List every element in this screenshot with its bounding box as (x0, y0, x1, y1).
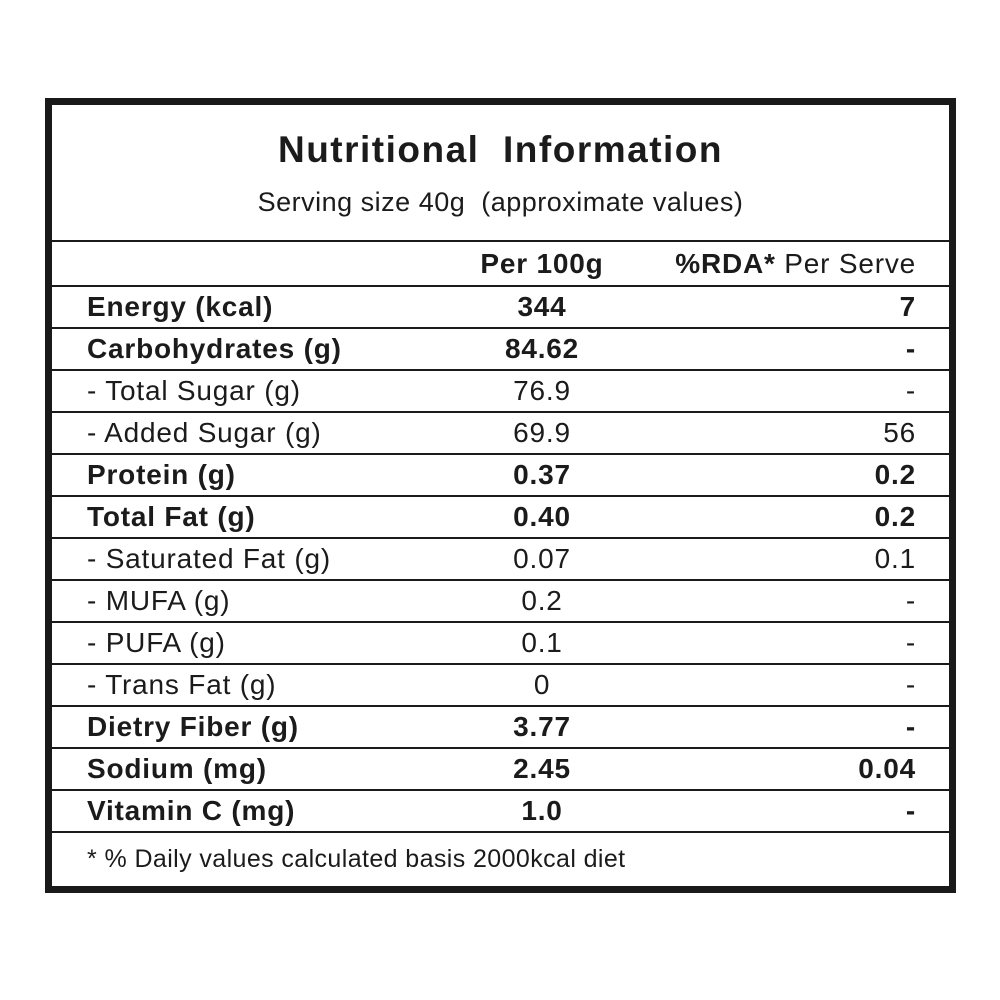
per-serve-value: - (905, 795, 916, 826)
table-row-sodium: Sodium (mg) 2.45 0.04 (52, 747, 949, 789)
per-100g-value: 3.77 (513, 711, 571, 742)
nutrient-label: Total Fat (g) (87, 501, 256, 532)
per-100g-value: 0.37 (513, 459, 571, 490)
per-serve-value: 0.2 (874, 501, 916, 532)
per-100g-value: 0 (533, 669, 551, 700)
per-serve-label: Per Serve (775, 247, 916, 279)
per-100g-value: 84.62 (504, 333, 580, 364)
per-serve-value: 0.1 (874, 543, 916, 574)
per-100g-value: 0.2 (521, 585, 563, 616)
table-row-mufa: - MUFA (g) 0.2 - (52, 579, 949, 621)
table-row-pufa: - PUFA (g) 0.1 - (52, 621, 949, 663)
per-100g-value: 0.07 (513, 543, 571, 574)
nutrient-label: Dietry Fiber (g) (87, 711, 299, 742)
per-100g-value: 344 (517, 291, 567, 322)
nutrient-label: - Saturated Fat (g) (87, 543, 331, 574)
per-serve-value: - (905, 375, 916, 406)
per-100g-value: 69.9 (513, 417, 571, 448)
nutrient-label: - PUFA (g) (87, 627, 226, 658)
daily-values-footnote: * % Daily values calculated basis 2000kc… (87, 845, 626, 873)
table-row-trans-fat: - Trans Fat (g) 0 - (52, 663, 949, 705)
nutrient-label: Vitamin C (mg) (87, 795, 296, 826)
per-100g-value: 0.40 (513, 501, 571, 532)
per-serve-value: 0.04 (858, 753, 916, 784)
rda-asterisk-label: %RDA* (675, 247, 776, 279)
table-row-total-sugar: - Total Sugar (g) 76.9 - (52, 369, 949, 411)
table-row-vitamin-c: Vitamin C (mg) 1.0 - (52, 789, 949, 831)
nutrition-table: Per 100g %RDA* Per Serve Energy (kcal) 3… (52, 240, 949, 886)
table-row-total-fat: Total Fat (g) 0.40 0.2 (52, 495, 949, 537)
nutrient-label: Sodium (mg) (87, 753, 267, 784)
per-serve-value: - (905, 333, 916, 364)
table-row-dietry-fiber: Dietry Fiber (g) 3.77 - (52, 705, 949, 747)
per-serve-value: 0.2 (874, 459, 916, 490)
per-serve-value: - (905, 669, 916, 700)
footnote-row: * % Daily values calculated basis 2000kc… (52, 831, 949, 886)
nutrition-label: Nutritional Information Serving size 40g… (45, 98, 956, 893)
per-100g-value: 76.9 (513, 375, 571, 406)
per-serve-value: - (905, 711, 916, 742)
label-header: Nutritional Information Serving size 40g… (52, 105, 949, 240)
per-serve-value: - (905, 627, 916, 658)
nutrient-label: - Total Sugar (g) (87, 375, 301, 406)
nutrient-label: Protein (g) (87, 459, 236, 490)
table-header-row: Per 100g %RDA* Per Serve (52, 240, 949, 285)
table-row-energy: Energy (kcal) 344 7 (52, 285, 949, 327)
nutrient-label: Energy (kcal) (87, 291, 274, 322)
table-row-saturated-fat: - Saturated Fat (g) 0.07 0.1 (52, 537, 949, 579)
nutrient-label: - Added Sugar (g) (87, 417, 322, 448)
table-row-protein: Protein (g) 0.37 0.2 (52, 453, 949, 495)
per-serve-value: 56 (883, 417, 916, 448)
table-row-carbohydrates: Carbohydrates (g) 84.62 - (52, 327, 949, 369)
nutrient-label: Carbohydrates (g) (87, 333, 342, 364)
column-header-per-100g: Per 100g (480, 247, 604, 279)
per-100g-value: 1.0 (521, 795, 563, 826)
per-serve-value: - (905, 585, 916, 616)
nutrient-label: - MUFA (g) (87, 585, 231, 616)
serving-size-line: Serving size 40g (approximate values) (257, 187, 744, 217)
per-100g-value: 2.45 (513, 753, 571, 784)
per-100g-value: 0.1 (521, 627, 563, 658)
per-serve-value: 7 (899, 291, 916, 322)
nutrient-label: - Trans Fat (g) (87, 669, 277, 700)
table-row-added-sugar: - Added Sugar (g) 69.9 56 (52, 411, 949, 453)
label-title: Nutritional Information (277, 129, 724, 170)
column-header-per-serve: %RDA* Per Serve (662, 248, 949, 280)
